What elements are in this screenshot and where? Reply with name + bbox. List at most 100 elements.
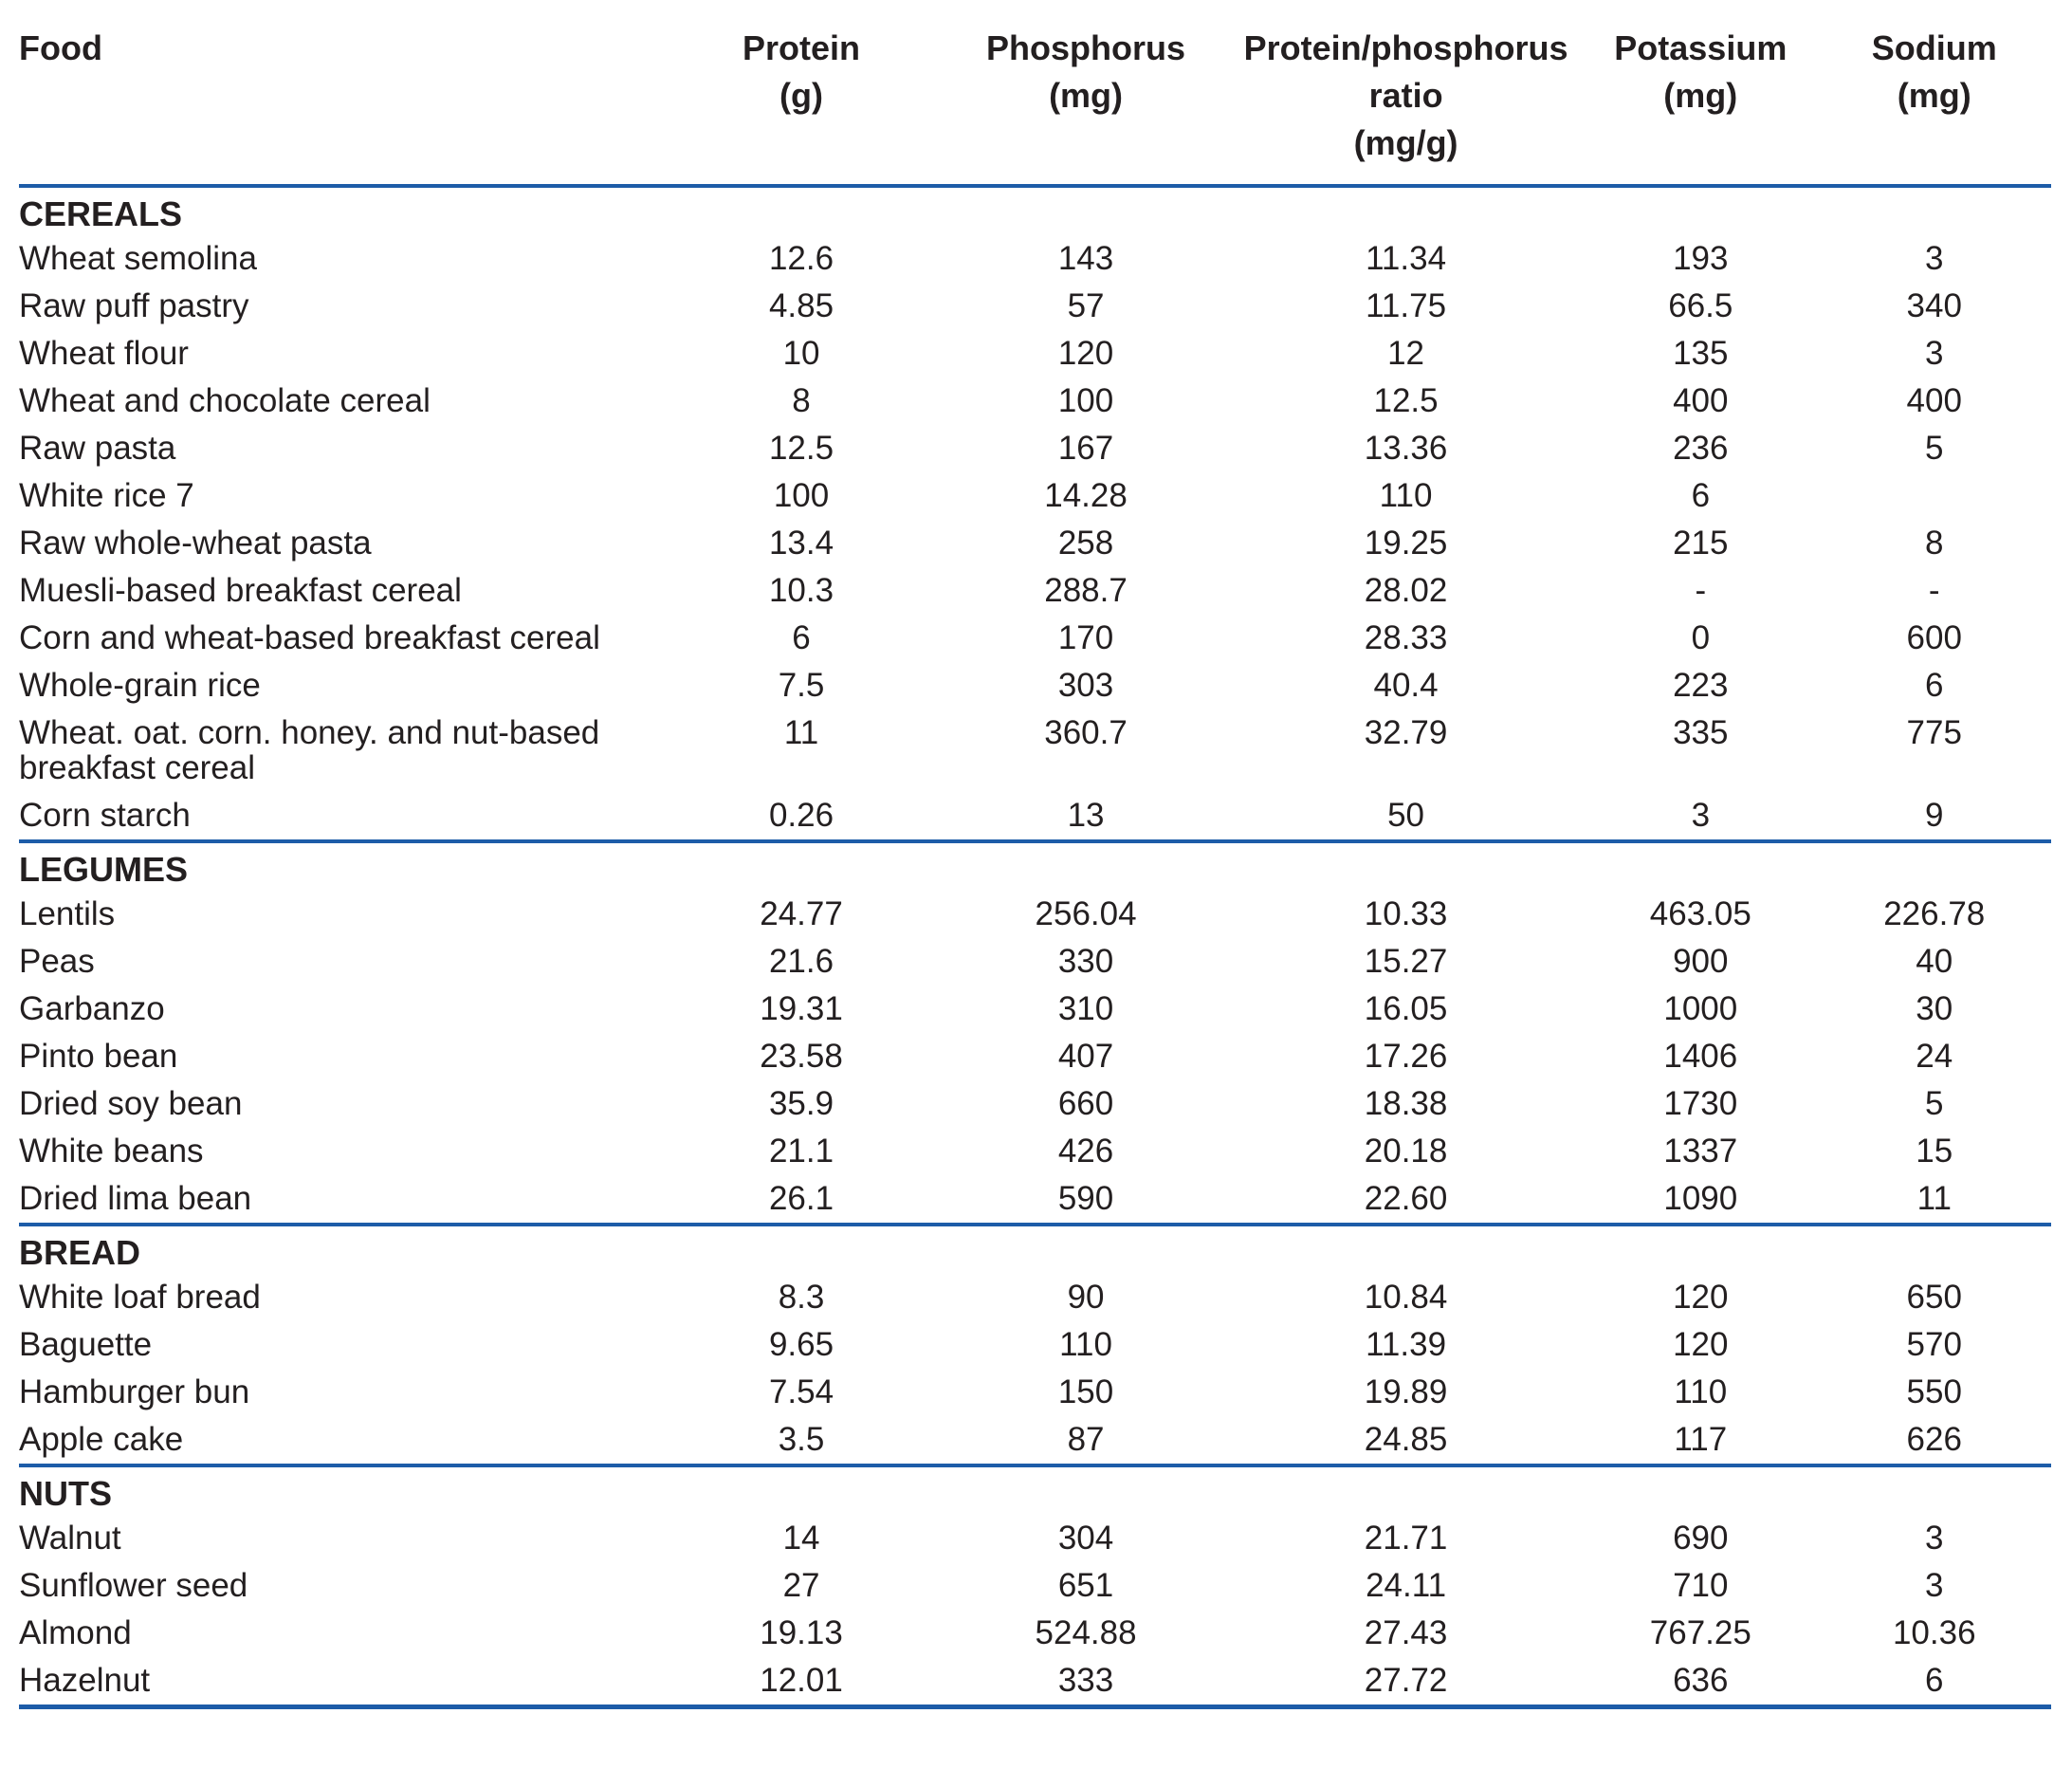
value-cell: 21.6	[768, 943, 834, 980]
table-row: White loaf bread 8.3 90 10.84 120 650	[19, 1274, 2051, 1321]
value-cell: 775	[1906, 714, 1962, 751]
value-cell: 7.5	[778, 667, 825, 704]
value-cell: 226.78	[1883, 895, 1986, 932]
value-cell: 570	[1906, 1326, 1962, 1363]
value-cell: 7.54	[768, 1373, 834, 1410]
food-name-cell: White rice 7	[19, 477, 194, 514]
value-cell: 11.75	[1366, 287, 1447, 324]
food-name-cell: Apple cake	[19, 1416, 660, 1467]
food-nutrition-table: Food Protein (g) Phosphorus (mg) Protein…	[19, 13, 2051, 1709]
value-cell: 426	[1057, 1133, 1114, 1170]
value-cell: 463.05	[1649, 895, 1751, 932]
column-header-line: Protein/phosphorus	[1243, 28, 1568, 67]
table-row: Dried soy bean 35.9 660 18.38 1730 5	[19, 1080, 2051, 1128]
value-cell: 14	[782, 1520, 820, 1557]
value-cell: 9	[1817, 792, 2051, 843]
value-cell: 3	[1925, 1567, 1944, 1604]
value-cell: 304	[1057, 1520, 1114, 1557]
value-cell: 27.43	[1364, 1614, 1448, 1651]
value-cell: 1406	[1663, 1038, 1738, 1075]
food-name-cell: White loaf bread	[19, 1279, 261, 1316]
section-title: CEREALS	[19, 194, 183, 233]
value-cell: 66.5	[1668, 287, 1733, 324]
value-cell: 117	[1584, 1416, 1818, 1467]
value-cell: 13	[944, 792, 1229, 843]
column-header-potassium: Potassium (mg)	[1584, 13, 1818, 188]
value-cell: 90	[1067, 1279, 1105, 1316]
value-cell: 12.6	[768, 240, 834, 277]
table-row: Almond 19.13 524.88 27.43 767.25 10.36	[19, 1610, 2051, 1657]
value-cell: -	[1928, 572, 1940, 609]
value-cell: 5	[1925, 1085, 1944, 1122]
value-cell: 18.38	[1364, 1085, 1448, 1122]
column-header-line: Phosphorus	[986, 28, 1186, 67]
value-cell: 11.34	[1366, 240, 1447, 277]
value-cell: 636	[1584, 1657, 1818, 1709]
value-cell: 32.79	[1364, 714, 1448, 751]
value-cell: 26.1	[659, 1175, 944, 1226]
food-name-cell: Garbanzo	[19, 990, 165, 1027]
table-row: Muesli-based breakfast cereal 10.3 288.7 28…	[19, 567, 2051, 615]
value-cell: 5	[1925, 430, 1944, 467]
value-cell: 288.7	[1044, 572, 1128, 609]
value-cell: 50	[1228, 792, 1585, 843]
value-cell: 6	[1925, 667, 1944, 704]
column-header-sodium: Sodium (mg)	[1817, 13, 2051, 188]
value-cell: 524.88	[1035, 1614, 1137, 1651]
value-cell	[1818, 472, 2051, 520]
column-header-protein: Protein (g)	[659, 13, 944, 188]
value-cell: 100	[1057, 382, 1114, 419]
table-row: Wheat flour 10 120 12 135 3	[19, 330, 2051, 378]
value-cell: 710	[1673, 1567, 1729, 1604]
value-cell: 3	[1925, 335, 1944, 372]
value-cell: 10.84	[1364, 1279, 1448, 1316]
table-row: White rice 7 100 14.28 110 6	[19, 472, 2051, 520]
value-cell: 17.26	[1364, 1038, 1448, 1075]
value-cell: 650	[1906, 1279, 1962, 1316]
value-cell: 590	[944, 1175, 1229, 1226]
table-row: Raw puff pastry 4.85 57 11.75 66.5 340	[19, 283, 2051, 330]
value-cell: 87	[944, 1416, 1229, 1467]
value-cell: 340	[1906, 287, 1962, 324]
value-cell: 400	[1673, 382, 1729, 419]
table-row: Peas 21.6 330 15.27 900 40	[19, 938, 2051, 986]
section-row: LEGUMES	[19, 841, 2051, 891]
column-header-line: Protein	[743, 28, 861, 67]
value-cell: 6	[1691, 477, 1711, 514]
value-cell: 30	[1916, 990, 1953, 1027]
value-cell: 110	[1059, 1326, 1112, 1363]
value-cell: 21.71	[1364, 1520, 1448, 1557]
column-header-line: (mg)	[1897, 76, 1971, 115]
table-row: Walnut 14 304 21.71 690 3	[19, 1515, 2051, 1562]
column-header-line: Sodium	[1871, 28, 1997, 67]
food-name-cell: Pinto bean	[19, 1038, 178, 1075]
food-name-cell: Hazelnut	[19, 1657, 660, 1709]
value-cell: 6	[792, 619, 811, 656]
food-name-cell: Corn starch	[19, 792, 660, 843]
food-name-cell: Raw pasta	[19, 430, 176, 467]
value-cell: 193	[1673, 240, 1729, 277]
value-cell: 19.13	[760, 1614, 843, 1651]
value-cell: 223	[1673, 667, 1729, 704]
food-name-cell: Almond	[19, 1614, 132, 1651]
food-name-cell: Muesli-based breakfast cereal	[19, 572, 462, 609]
value-cell: 3	[1925, 1520, 1944, 1557]
value-cell: 24.11	[1366, 1567, 1447, 1604]
section-title: NUTS	[19, 1474, 112, 1513]
column-header-line: (g)	[779, 76, 824, 115]
value-cell: 16.05	[1364, 990, 1448, 1027]
food-name-cell: Lentils	[19, 895, 116, 932]
value-cell: 360.7	[1044, 714, 1128, 751]
column-header-line: Food	[19, 28, 102, 67]
value-cell: 14.28	[1044, 477, 1128, 514]
value-cell: 0.26	[659, 792, 944, 843]
column-header-line: (mg/g)	[1353, 123, 1458, 162]
value-cell: 19.31	[760, 990, 843, 1027]
food-name-cell: Corn and wheat-based breakfast cereal	[19, 619, 600, 656]
value-cell: 330	[1057, 943, 1114, 980]
column-header-food: Food	[19, 13, 660, 188]
value-cell: 24.85	[1228, 1416, 1585, 1467]
value-cell: 20.18	[1364, 1133, 1448, 1170]
table-row: Wheat. oat. corn. honey. and nut-based b…	[19, 709, 2051, 792]
value-cell: 333	[944, 1657, 1229, 1709]
